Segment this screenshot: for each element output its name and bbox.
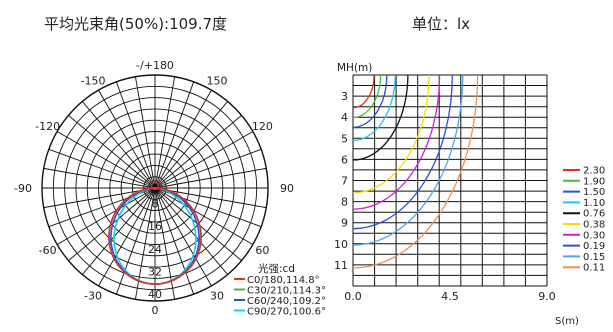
polar-spoke — [43, 167, 156, 189]
isolux-contour — [353, 75, 382, 119]
polar-angle-label: -90 — [14, 182, 32, 195]
isolux-legend-label: 0.30 — [583, 230, 605, 241]
polar-spoke — [68, 115, 156, 189]
polar-spoke — [43, 187, 156, 209]
isolux-contours — [353, 75, 479, 269]
isolux-legend-label: 2.30 — [583, 166, 605, 177]
polar-series-curve — [108, 187, 202, 285]
polar-radial-tick: 8 — [152, 198, 159, 211]
isolux-contour — [353, 75, 388, 128]
polar-spoke — [48, 148, 156, 189]
polar-legend-label: C60/240,109.2° — [247, 296, 326, 307]
polar-spoke — [82, 187, 156, 275]
polar-angle-label: -60 — [39, 244, 57, 257]
polar-spoke — [115, 187, 156, 295]
polar-legend-label: C30/210,114.3° — [247, 286, 326, 297]
polar-angle-label: 120 — [252, 120, 273, 133]
isolux-ytick: 6 — [341, 153, 348, 166]
polar-angle-label: -30 — [84, 289, 102, 302]
polar-angle-label: -120 — [35, 120, 60, 133]
isolux-legend-label: 0.11 — [583, 263, 605, 274]
polar-spoke — [98, 89, 156, 189]
polar-angle-label: 90 — [280, 182, 294, 195]
isolux-ytick: 4 — [341, 111, 348, 124]
polar-angle-label: 150 — [207, 75, 228, 88]
isolux-contour — [353, 75, 464, 246]
polar-spoke — [154, 167, 267, 189]
polar-spoke — [154, 76, 176, 189]
isolux-contour — [353, 75, 409, 161]
isolux-grid — [352, 74, 548, 287]
isolux-contour — [353, 75, 479, 269]
polar-spoke — [154, 187, 267, 209]
polar-spoke — [98, 187, 156, 287]
isolux-ytick: 10 — [334, 238, 348, 251]
isolux-ytick: 3 — [341, 90, 348, 103]
polar-angle-label: 30 — [210, 289, 224, 302]
polar-spoke — [154, 115, 242, 189]
isolux-legend-label: 0.76 — [583, 209, 605, 220]
isolux-contour — [353, 75, 396, 142]
isolux-ytick: 9 — [341, 217, 348, 230]
polar-angle-label: -/+180 — [136, 59, 174, 72]
beam-angle-title: 平均光束角(50%):109.7度 — [44, 15, 228, 33]
polar-spoke — [115, 81, 156, 189]
polar-legend-label: C0/180,114.8° — [247, 275, 320, 286]
isolux-contour — [353, 75, 441, 210]
isolux-ytick: 7 — [341, 175, 348, 188]
isolux-xtick: 9.0 — [538, 290, 556, 303]
isolux-legend-label: 0.38 — [583, 220, 605, 231]
polar-spoke — [134, 76, 156, 189]
isolux-ytick: 8 — [341, 196, 348, 209]
polar-spoke — [154, 187, 195, 295]
polar-radial-tick: 24 — [148, 243, 162, 256]
isolux-legend-label: 1.50 — [583, 187, 605, 198]
isolux-legend-label: 1.10 — [583, 198, 605, 209]
isolux-ytick: 11 — [334, 259, 348, 272]
polar-radial-tick: 32 — [148, 265, 162, 278]
polar-spoke — [154, 187, 242, 261]
polar-spoke — [68, 187, 156, 261]
isolux-contour — [353, 75, 430, 194]
polar-angle-label: -150 — [81, 75, 106, 88]
polar-series-backlobe — [151, 182, 159, 190]
polar-spoke — [56, 187, 156, 245]
polar-spoke — [154, 187, 212, 287]
polar-angle-label: 60 — [255, 244, 269, 257]
polar-spoke — [154, 187, 228, 275]
polar-spoke — [154, 89, 212, 189]
isolux-contour — [353, 75, 375, 109]
polar-spoke — [154, 131, 254, 189]
unit-label: 单位：lx — [412, 15, 471, 33]
polar-spoke — [154, 81, 195, 189]
polar-grid — [41, 74, 269, 302]
isolux-xlabel: S(m) — [555, 316, 579, 327]
isolux-contour — [353, 75, 453, 230]
isolux-legend-label: 0.19 — [583, 241, 605, 252]
polar-spoke — [82, 101, 156, 189]
polar-legend-label: C90/270,100.6° — [247, 307, 326, 318]
polar-angle-label: 0 — [152, 304, 159, 317]
polar-spoke — [154, 187, 254, 245]
polar-spoke — [154, 148, 262, 189]
isolux-xtick: 4.5 — [441, 290, 459, 303]
polar-radial-tick: 40 — [148, 288, 162, 301]
isolux-ytick: 5 — [341, 132, 348, 145]
polar-legend-title: 光强:cd — [258, 262, 295, 275]
isolux-ylabel: MH(m) — [337, 62, 372, 74]
polar-spoke — [154, 101, 228, 189]
isolux-xtick: 0.0 — [344, 290, 362, 303]
isolux-legend-label: 0.15 — [583, 252, 605, 263]
isolux-legend-label: 1.90 — [583, 176, 605, 187]
polar-spoke — [56, 131, 156, 189]
polar-radial-tick: 16 — [148, 220, 162, 233]
